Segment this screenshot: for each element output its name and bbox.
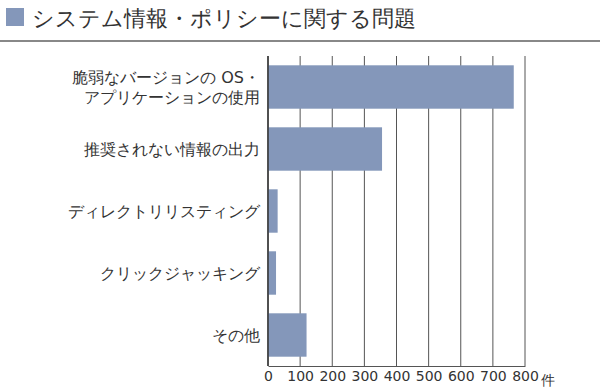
x-tick-label: 0 [264, 368, 273, 384]
bar [268, 251, 276, 294]
category-label: クリックジャッキング [100, 264, 261, 283]
x-tick: 200 [319, 366, 346, 384]
x-tick-label: 300 [352, 368, 379, 384]
category-label: ディレクトリリスティング [68, 202, 261, 221]
x-tick-label: 700 [480, 368, 507, 384]
x-axis-label: 件 [541, 372, 555, 388]
x-axis: 0 100 200 300 400 500 600 700 800 [264, 366, 539, 384]
grid [268, 56, 525, 366]
chart-svg: システム情報・ポリシーに関する問題 0 100 200 300 400 500 600 700 8… [0, 0, 600, 390]
x-tick: 700 [480, 366, 507, 384]
category-label: 脆弱なバージョンの OS・アプリケーションの使用 [72, 68, 260, 107]
y-axis: 脆弱なバージョンの OS・アプリケーションの使用推奨されない情報の出力ディレクト… [68, 68, 261, 345]
x-tick: 0 [264, 366, 273, 384]
category-label: その他 [212, 326, 260, 345]
y-axis-line [267, 56, 269, 366]
bar [268, 313, 307, 356]
title-marker [6, 8, 24, 26]
title: システム情報・ポリシーに関する問題 [32, 6, 416, 31]
x-tick-label: 200 [319, 368, 346, 384]
bar [268, 65, 514, 108]
x-tick: 400 [384, 366, 411, 384]
bar [268, 189, 278, 232]
category-label: 推奨されない情報の出力 [84, 140, 260, 159]
grid-line [268, 56, 269, 366]
bars [268, 65, 514, 356]
x-tick-label: 500 [416, 368, 443, 384]
x-tick-label: 600 [448, 368, 475, 384]
x-tick: 500 [416, 366, 443, 384]
x-tick: 600 [448, 366, 475, 384]
x-tick: 100 [287, 366, 314, 384]
grid-line [525, 56, 526, 366]
bar [268, 127, 382, 170]
x-tick-label: 800 [512, 368, 539, 384]
x-tick: 300 [352, 366, 379, 384]
title-rule [0, 40, 600, 42]
chart-container: システム情報・ポリシーに関する問題 0 100 200 300 400 500 600 700 8… [0, 0, 600, 390]
x-tick-label: 400 [384, 368, 411, 384]
x-tick: 800 [512, 366, 539, 384]
x-axis-line [269, 366, 526, 367]
x-tick-label: 100 [287, 368, 314, 384]
